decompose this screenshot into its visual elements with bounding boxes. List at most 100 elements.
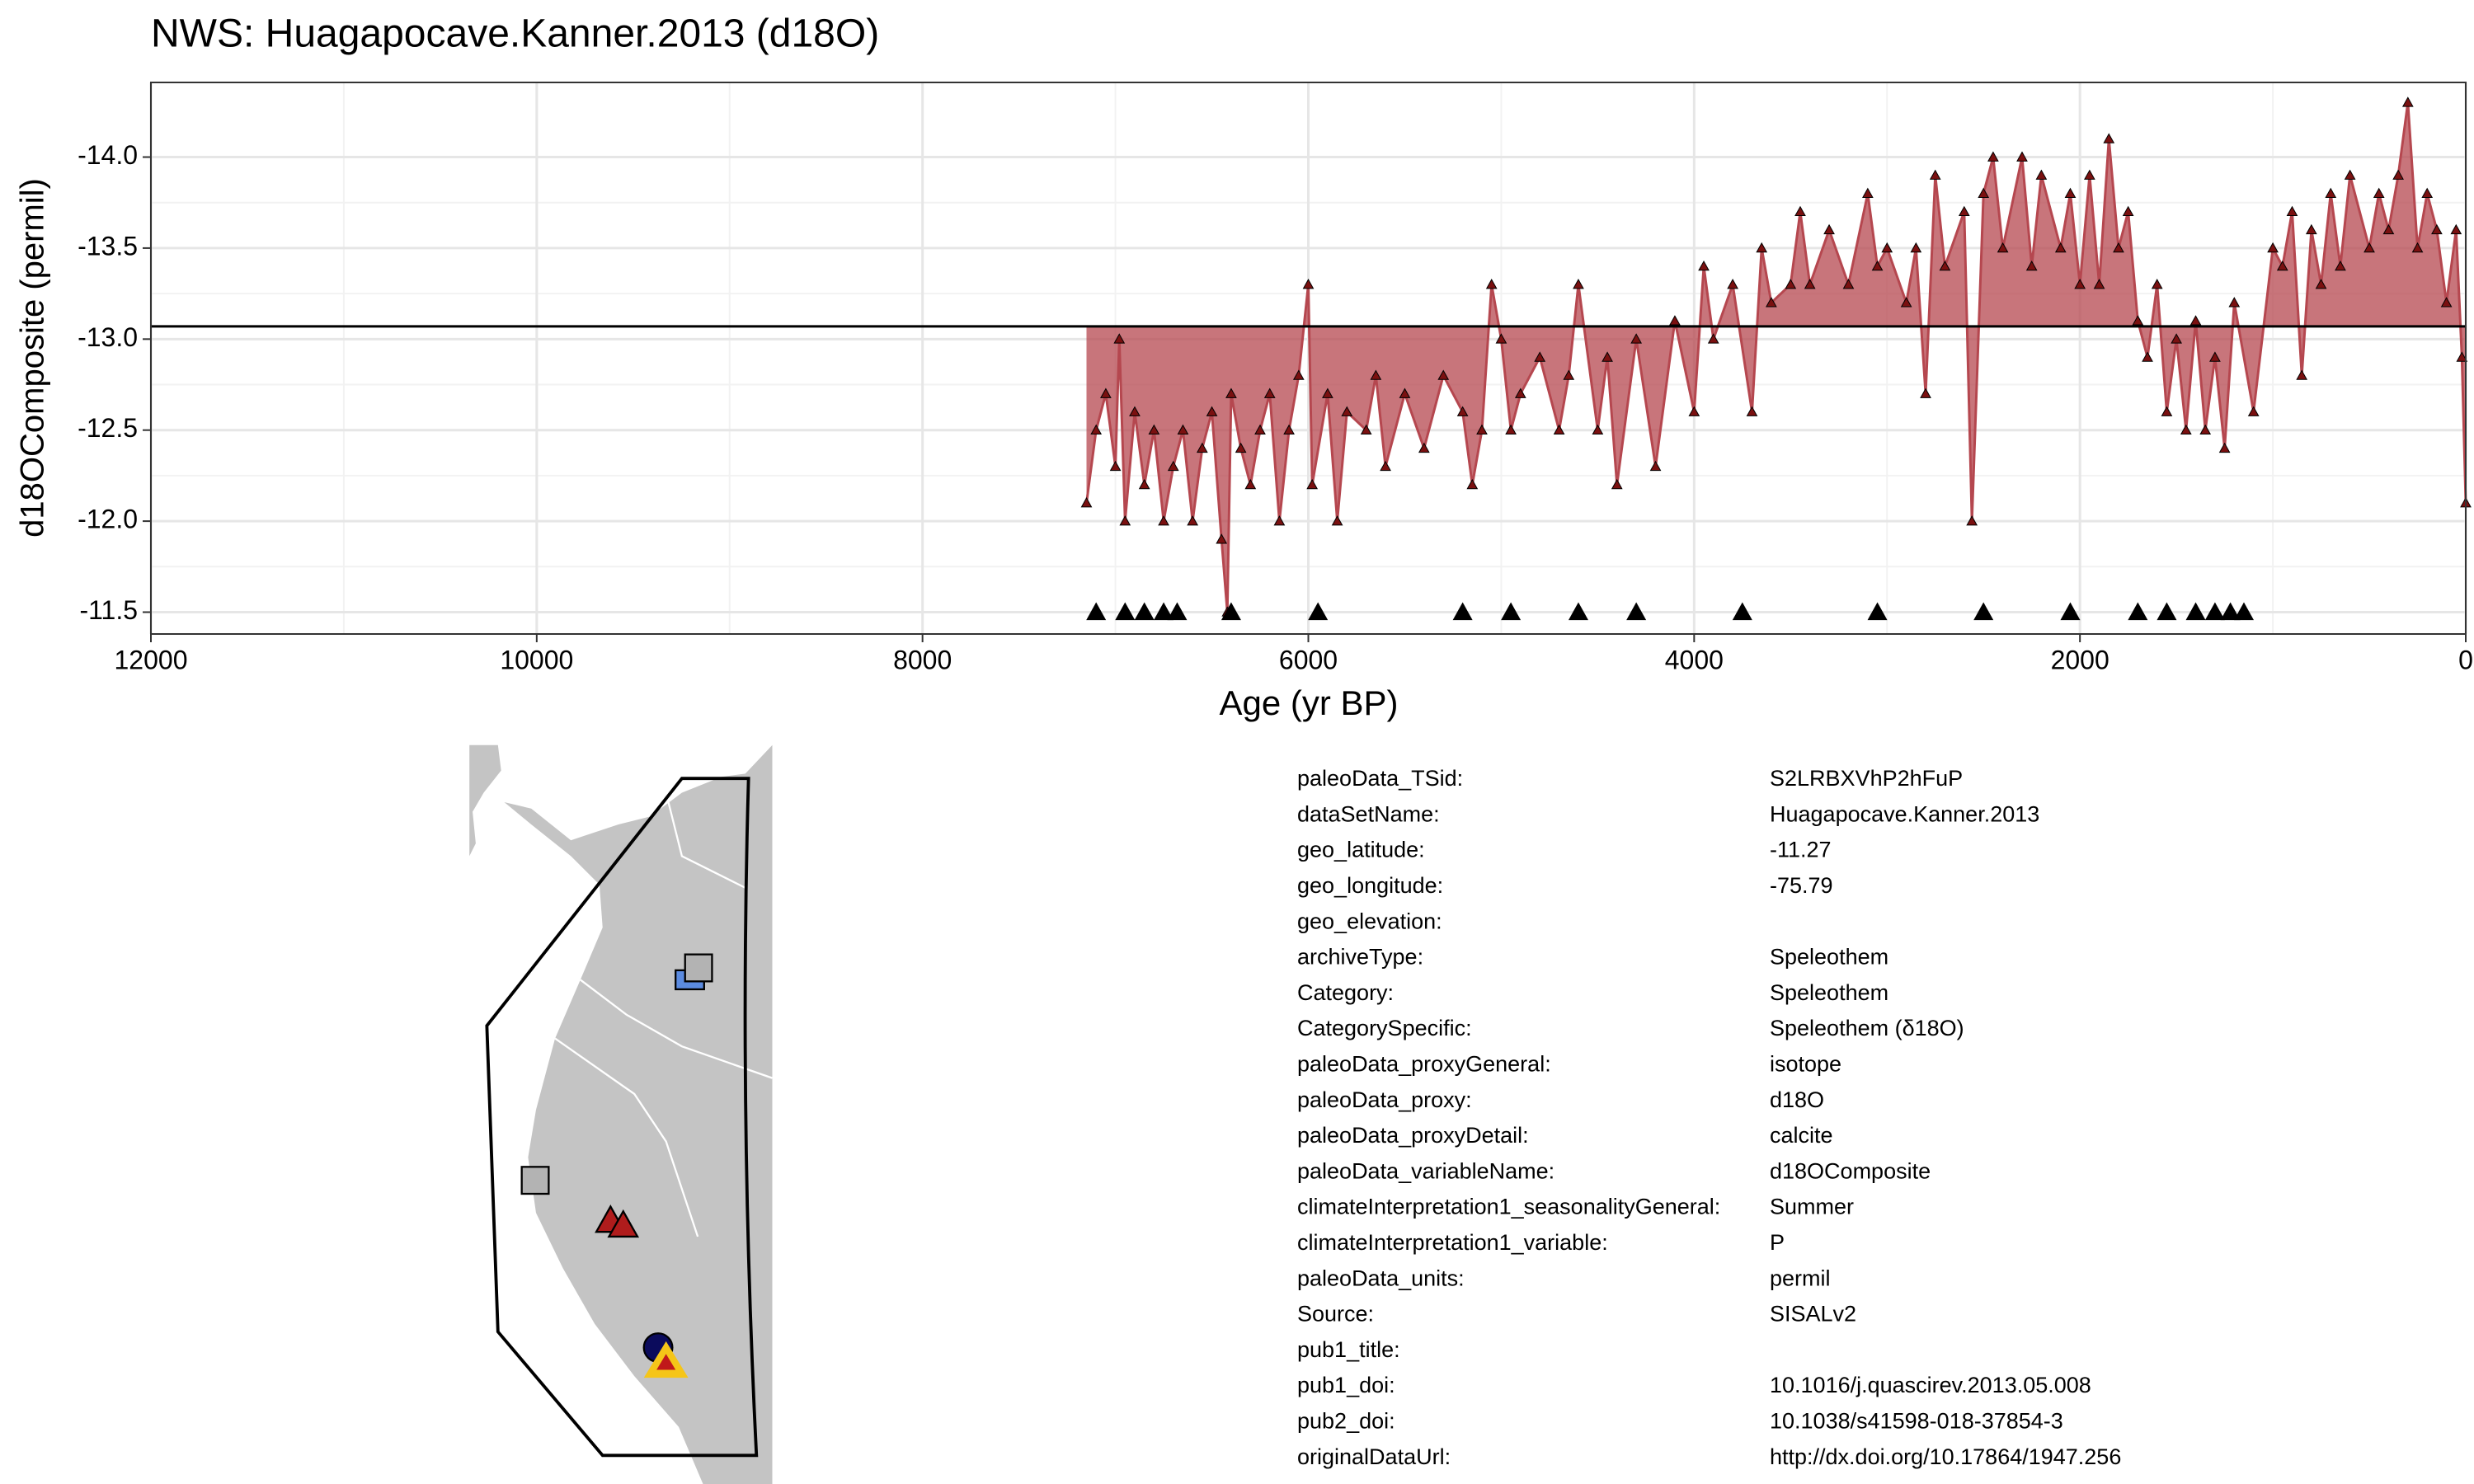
point: [1292, 369, 1305, 380]
y-tick-label: -13.0: [78, 322, 138, 352]
point: [2392, 169, 2404, 180]
field-value: Huagapocave.Kanner.2013: [1770, 801, 2039, 826]
field-value: permil: [1770, 1266, 1831, 1290]
point: [1649, 460, 1662, 472]
point: [1514, 387, 1526, 398]
point: [1939, 260, 1951, 271]
age-control-point: [2128, 602, 2148, 621]
point: [1746, 406, 1758, 416]
age-control-point: [1308, 602, 1329, 621]
age-control-point: [1867, 602, 1888, 621]
point: [2142, 351, 2153, 362]
point: [1466, 478, 1479, 490]
field-key: pub1_title:: [1297, 1337, 1400, 1362]
field-value: calcite: [1770, 1123, 1833, 1148]
field-key: geo_elevation:: [1297, 909, 1442, 933]
field-value: Speleothem (δ18O): [1770, 1016, 1964, 1040]
field-key: geo_latitude:: [1297, 838, 1425, 862]
field-key: paleoData_TSid:: [1297, 766, 1463, 791]
point: [1456, 406, 1469, 416]
point: [1794, 205, 1806, 217]
point: [1978, 187, 1990, 198]
point: [1235, 442, 1247, 453]
age-control-point: [2157, 602, 2177, 621]
point: [1611, 478, 1623, 490]
point: [1187, 515, 1198, 526]
point: [1273, 515, 1286, 526]
point: [1997, 242, 2009, 253]
point: [1437, 369, 1450, 380]
field-value: S2LRBXVhP2hFuP: [1770, 766, 1963, 791]
region-outline: [485, 777, 759, 1458]
field-value: d18OComposite: [1770, 1158, 1931, 1183]
field-key: CategorySpecific:: [1297, 1016, 1472, 1040]
field-value: d18O: [1770, 1087, 1824, 1112]
point: [1158, 515, 1169, 526]
age-control-point: [1501, 602, 1522, 621]
point: [1322, 387, 1333, 398]
x-tick-label: 8000: [893, 645, 952, 674]
point: [1244, 478, 1257, 490]
site-marker: [520, 1166, 550, 1195]
point: [2161, 406, 2173, 416]
point: [1707, 333, 1719, 344]
point: [2132, 315, 2144, 326]
age-control-point: [1134, 602, 1155, 621]
field-value: http://dx.doi.org/10.17864/1947.256: [1770, 1444, 2121, 1469]
point: [2054, 242, 2067, 253]
field-key: climateInterpretation1_variable:: [1297, 1230, 1608, 1255]
point: [2267, 242, 2279, 253]
metadata-table: paleoData_TSid: S2LRBXVhP2hFuP dataSetName…: [1297, 766, 2121, 1469]
field-value: -75.79: [1770, 873, 1833, 898]
field-value: Speleothem: [1770, 980, 1888, 1005]
field-key: geo_longitude:: [1297, 873, 1443, 898]
point: [2103, 133, 2115, 143]
point: [1842, 279, 1855, 289]
point: [2113, 242, 2124, 253]
point: [1698, 260, 1710, 271]
point: [2296, 369, 2308, 380]
y-tick-label: -12.0: [78, 505, 138, 534]
field-value: Speleothem: [1770, 945, 1888, 970]
field-key: dataSetName:: [1297, 801, 1440, 826]
point: [1302, 279, 1315, 289]
point: [1881, 242, 1893, 253]
field-key: pub1_doi:: [1297, 1373, 1395, 1397]
point: [1380, 460, 1391, 472]
point: [1630, 333, 1643, 344]
site-marker: [656, 1354, 676, 1370]
point: [1399, 387, 1411, 398]
point: [2247, 406, 2260, 416]
point: [1225, 387, 1237, 398]
age-control-point: [1154, 602, 1174, 621]
age-control-point: [2185, 602, 2206, 621]
field-key: Category:: [1297, 980, 1394, 1005]
border: [554, 792, 773, 1237]
point: [1910, 242, 1922, 253]
age-control-point: [1115, 602, 1136, 621]
map: [469, 744, 773, 1484]
x-tick-label: 10000: [500, 645, 573, 674]
point: [2431, 223, 2443, 235]
field-value: P: [1770, 1230, 1785, 1255]
point: [1206, 406, 1218, 416]
point: [1553, 424, 1565, 435]
point: [2450, 223, 2462, 235]
point: [2122, 205, 2134, 217]
age-control-point: [2220, 602, 2241, 621]
point: [2440, 297, 2453, 308]
point: [2209, 351, 2221, 362]
point: [1138, 478, 1150, 490]
age-control-point: [1568, 602, 1588, 621]
point: [1785, 279, 1797, 289]
age-control-point: [1452, 602, 1473, 621]
point: [1360, 424, 1372, 435]
point: [1727, 279, 1738, 289]
field-key: Source:: [1297, 1302, 1374, 1327]
point: [2373, 187, 2385, 198]
point: [1958, 205, 1970, 217]
point: [1216, 533, 1228, 544]
y-tick-label: -12.5: [78, 413, 138, 443]
point: [1418, 442, 1430, 453]
point: [1987, 151, 1999, 162]
